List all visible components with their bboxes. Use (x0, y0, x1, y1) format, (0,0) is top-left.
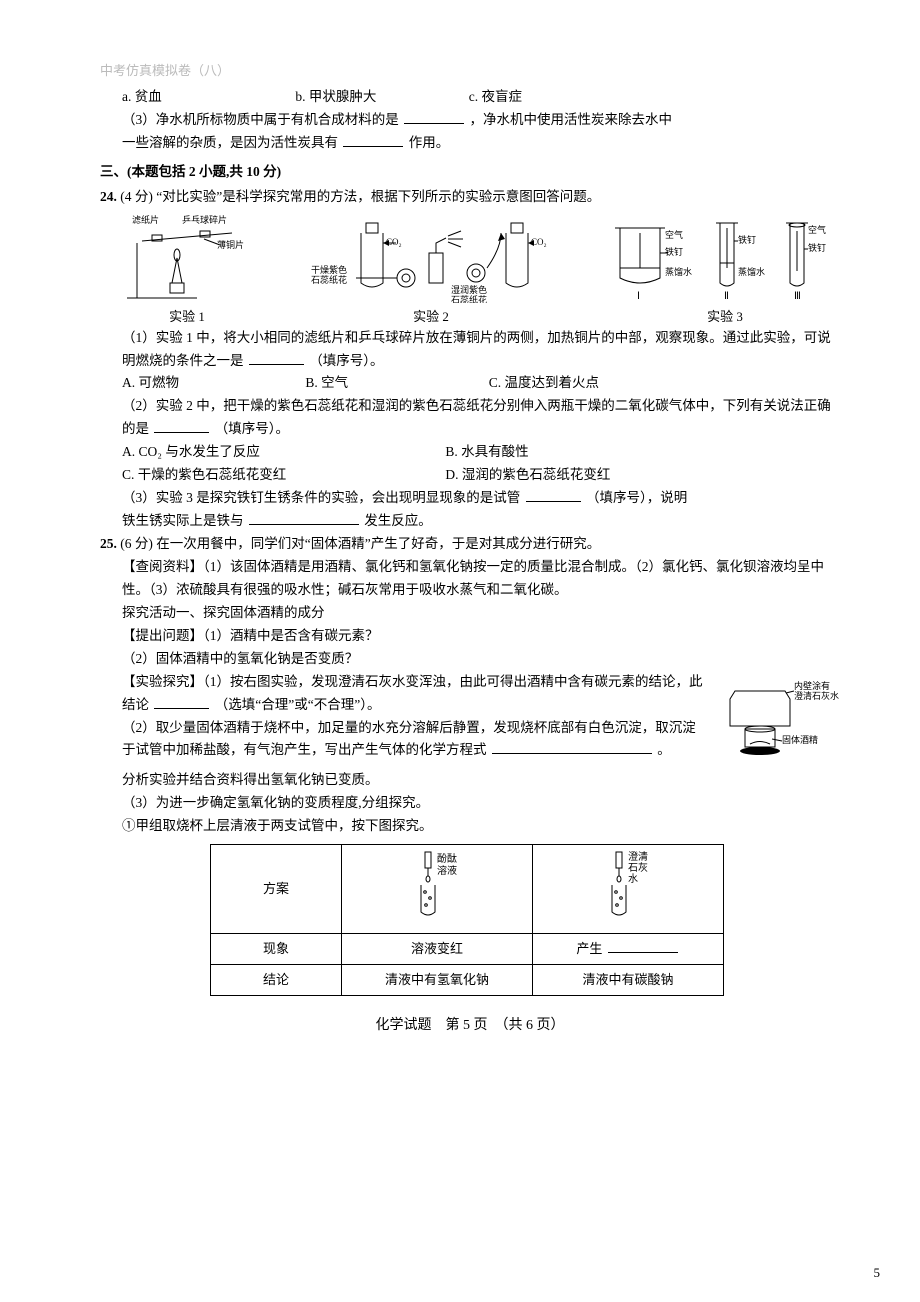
section-3-title: 三、(本题包括 2 小题,共 10 分) (100, 161, 840, 184)
q25-ask1: 【提出问题】（1）酒精中是否含有碳元素？ (122, 625, 840, 648)
svg-text:石灰: 石灰 (628, 861, 648, 874)
nail-label2: 铁钉 (738, 234, 756, 245)
q25-p3: （3）为进一步确定氢氧化钠的变质程度,分组探究。 (122, 792, 840, 815)
q24-diagrams: 滤纸片 乒乓球碎片 薄铜片 实验 1 CO₂ (122, 213, 840, 325)
q25-ask2: （2）固体酒精中的氢氧化钠是否变质？ (122, 648, 840, 671)
wet-flower-l1: 湿润紫色 (451, 284, 487, 295)
opt-b: b. 甲状腺肿大 (295, 86, 465, 109)
svg-text:Ⅲ: Ⅲ (794, 291, 801, 302)
cell-conc1: 清液中有氢氧化钠 (342, 964, 533, 995)
q25-act1: 探究活动一、探究固体酒精的成分 (122, 602, 840, 625)
opt-a: a. 贫血 (122, 86, 292, 109)
label-copper: 薄铜片 (217, 239, 244, 250)
wet-flower-l2: 石蕊纸花 (451, 294, 487, 303)
exp1-label: 实验 1 (122, 309, 252, 325)
q24-num: 24. (100, 189, 117, 204)
cell-conc2: 清液中有碳酸钠 (533, 964, 724, 995)
q24-opts1: A. 可燃物 B. 空气 C. 温度达到着火点 (122, 372, 840, 395)
q25: 25. (6 分) 在一次用餐中，同学们对“固体酒精”产生了好奇，于是对其成分进… (100, 533, 840, 556)
q24-opts2-row2: C. 干燥的紫色石蕊纸花变红 D. 湿润的紫色石蕊纸花变红 (122, 464, 840, 487)
cell-drop2: 澄清 石灰 水 (533, 844, 724, 933)
q24-p1: （1）实验 1 中，将大小相同的滤纸片和乒乓球碎片放在薄铜片的两侧，加热铜片的中… (122, 327, 840, 373)
svg-text:Ⅰ: Ⅰ (637, 291, 640, 302)
q25-analysis: 分析实验并结合资料得出氢氧化钠已变质。 (122, 769, 840, 792)
corner-page-num: 5 (874, 1262, 881, 1284)
dry-flower-l1: 干燥紫色 (311, 264, 347, 275)
q25-p3-1: ①甲组取烧杯上层清液于两支试管中，按下图探究。 (122, 815, 840, 838)
exp3-label: 实验 3 (610, 309, 840, 325)
blank (343, 132, 403, 147)
nail-label1: 铁钉 (665, 246, 683, 257)
exp1-diagram: 滤纸片 乒乓球碎片 薄铜片 实验 1 (122, 213, 252, 325)
nail-label3: 铁钉 (808, 242, 826, 253)
exp2-diagram: CO₂ 干燥紫色 石蕊纸花 湿润紫色 石蕊纸花 (311, 213, 551, 325)
q24-p2: （2）实验 2 中，把干燥的紫色石蕊纸花和湿润的紫色石蕊纸花分别伸入两瓶干燥的二… (122, 395, 840, 441)
water-label1: 蒸馏水 (665, 266, 692, 277)
blank (154, 418, 209, 433)
label-filter: 滤纸片 (132, 214, 159, 225)
air-label3: 空气 (808, 224, 826, 235)
q24-p3: （3）实验 3 是探究铁钉生锈条件的实验，会出现明显现象的是试管 （填序号），说… (122, 487, 840, 510)
cell-scheme: 方案 (211, 844, 342, 933)
svg-text:酚酞: 酚酞 (437, 852, 457, 865)
q25-explore-block: 内壁涂有 澄清石灰水 固体酒精 【实验探究】（1）按右图实验，发现澄清石灰水变浑… (122, 671, 840, 769)
svg-text:Ⅱ: Ⅱ (724, 291, 729, 302)
q24-opts2-row1: A. CO₂ 与水发生了反应 B. 水具有酸性 (122, 441, 840, 464)
water-label2: 蒸馏水 (738, 266, 765, 277)
q24: 24. (4 分) “对比实验”是科学探究常用的方法，根据下列所示的实验示意图回… (100, 186, 840, 209)
q25-info: 【查阅资料】（1）该固体酒精是用酒精、氯化钙和氢氧化钠按一定的质量比混合制成。（… (122, 556, 840, 602)
blank (404, 109, 464, 124)
blank (608, 938, 678, 953)
svg-text:内壁涂有: 内壁涂有 (794, 680, 830, 691)
blank (249, 510, 359, 525)
opt-c: c. 夜盲症 (469, 86, 522, 109)
q25-stem: 在一次用餐中，同学们对“固体酒精”产生了好奇，于是对其成分进行研究。 (156, 536, 600, 551)
dry-flower-l2: 石蕊纸花 (311, 274, 347, 285)
blank (154, 694, 209, 709)
blank (492, 739, 652, 754)
q22-sub3-line1: （3）净水机所标物质中属于有机合成材料的是 ，净水机中使用活性炭来除去水中 (122, 109, 840, 132)
cell-phen2: 产生 (533, 933, 724, 964)
q22-sub3-line2: 一些溶解的杂质，是因为活性炭具有 作用。 (122, 132, 840, 155)
faint-header: 中考仿真模拟卷（八） (100, 60, 840, 82)
q24-stem: “对比实验”是科学探究常用的方法，根据下列所示的实验示意图回答问题。 (156, 189, 600, 204)
q24-p3b: 铁生锈实际上是铁与 发生反应。 (122, 510, 840, 533)
cell-drop1: 酚酞 溶液 (342, 844, 533, 933)
blank (249, 350, 304, 365)
right-side-diagram: 内壁涂有 澄清石灰水 固体酒精 (710, 671, 840, 765)
abc-options: a. 贫血 b. 甲状腺肿大 c. 夜盲症 (122, 86, 840, 109)
exp2-label: 实验 2 (311, 309, 551, 325)
page-footer: 化学试题 第 5 页 （共 6 页） (100, 1014, 840, 1038)
label-pingpong: 乒乓球碎片 (182, 214, 227, 225)
exp3-diagram: 空气 铁钉 蒸馏水 Ⅰ 铁钉 蒸馏水 Ⅱ (610, 213, 840, 325)
q25-num: 25. (100, 536, 117, 551)
svg-text:澄清石灰水: 澄清石灰水 (794, 690, 839, 701)
svg-text:溶液: 溶液 (437, 864, 457, 877)
q25-score: (6 分) (120, 536, 153, 551)
cell-phenomenon: 现象 (211, 933, 342, 964)
svg-text:水: 水 (628, 873, 638, 885)
scheme-table: 方案 酚酞 溶液 澄清 (210, 844, 724, 996)
q24-score: (4 分) (120, 189, 153, 204)
cell-phen1: 溶液变红 (342, 933, 533, 964)
cell-conclusion: 结论 (211, 964, 342, 995)
air-label: 空气 (665, 229, 683, 240)
svg-text:澄清: 澄清 (628, 850, 648, 863)
blank (526, 487, 581, 502)
svg-text:固体酒精: 固体酒精 (782, 734, 818, 745)
